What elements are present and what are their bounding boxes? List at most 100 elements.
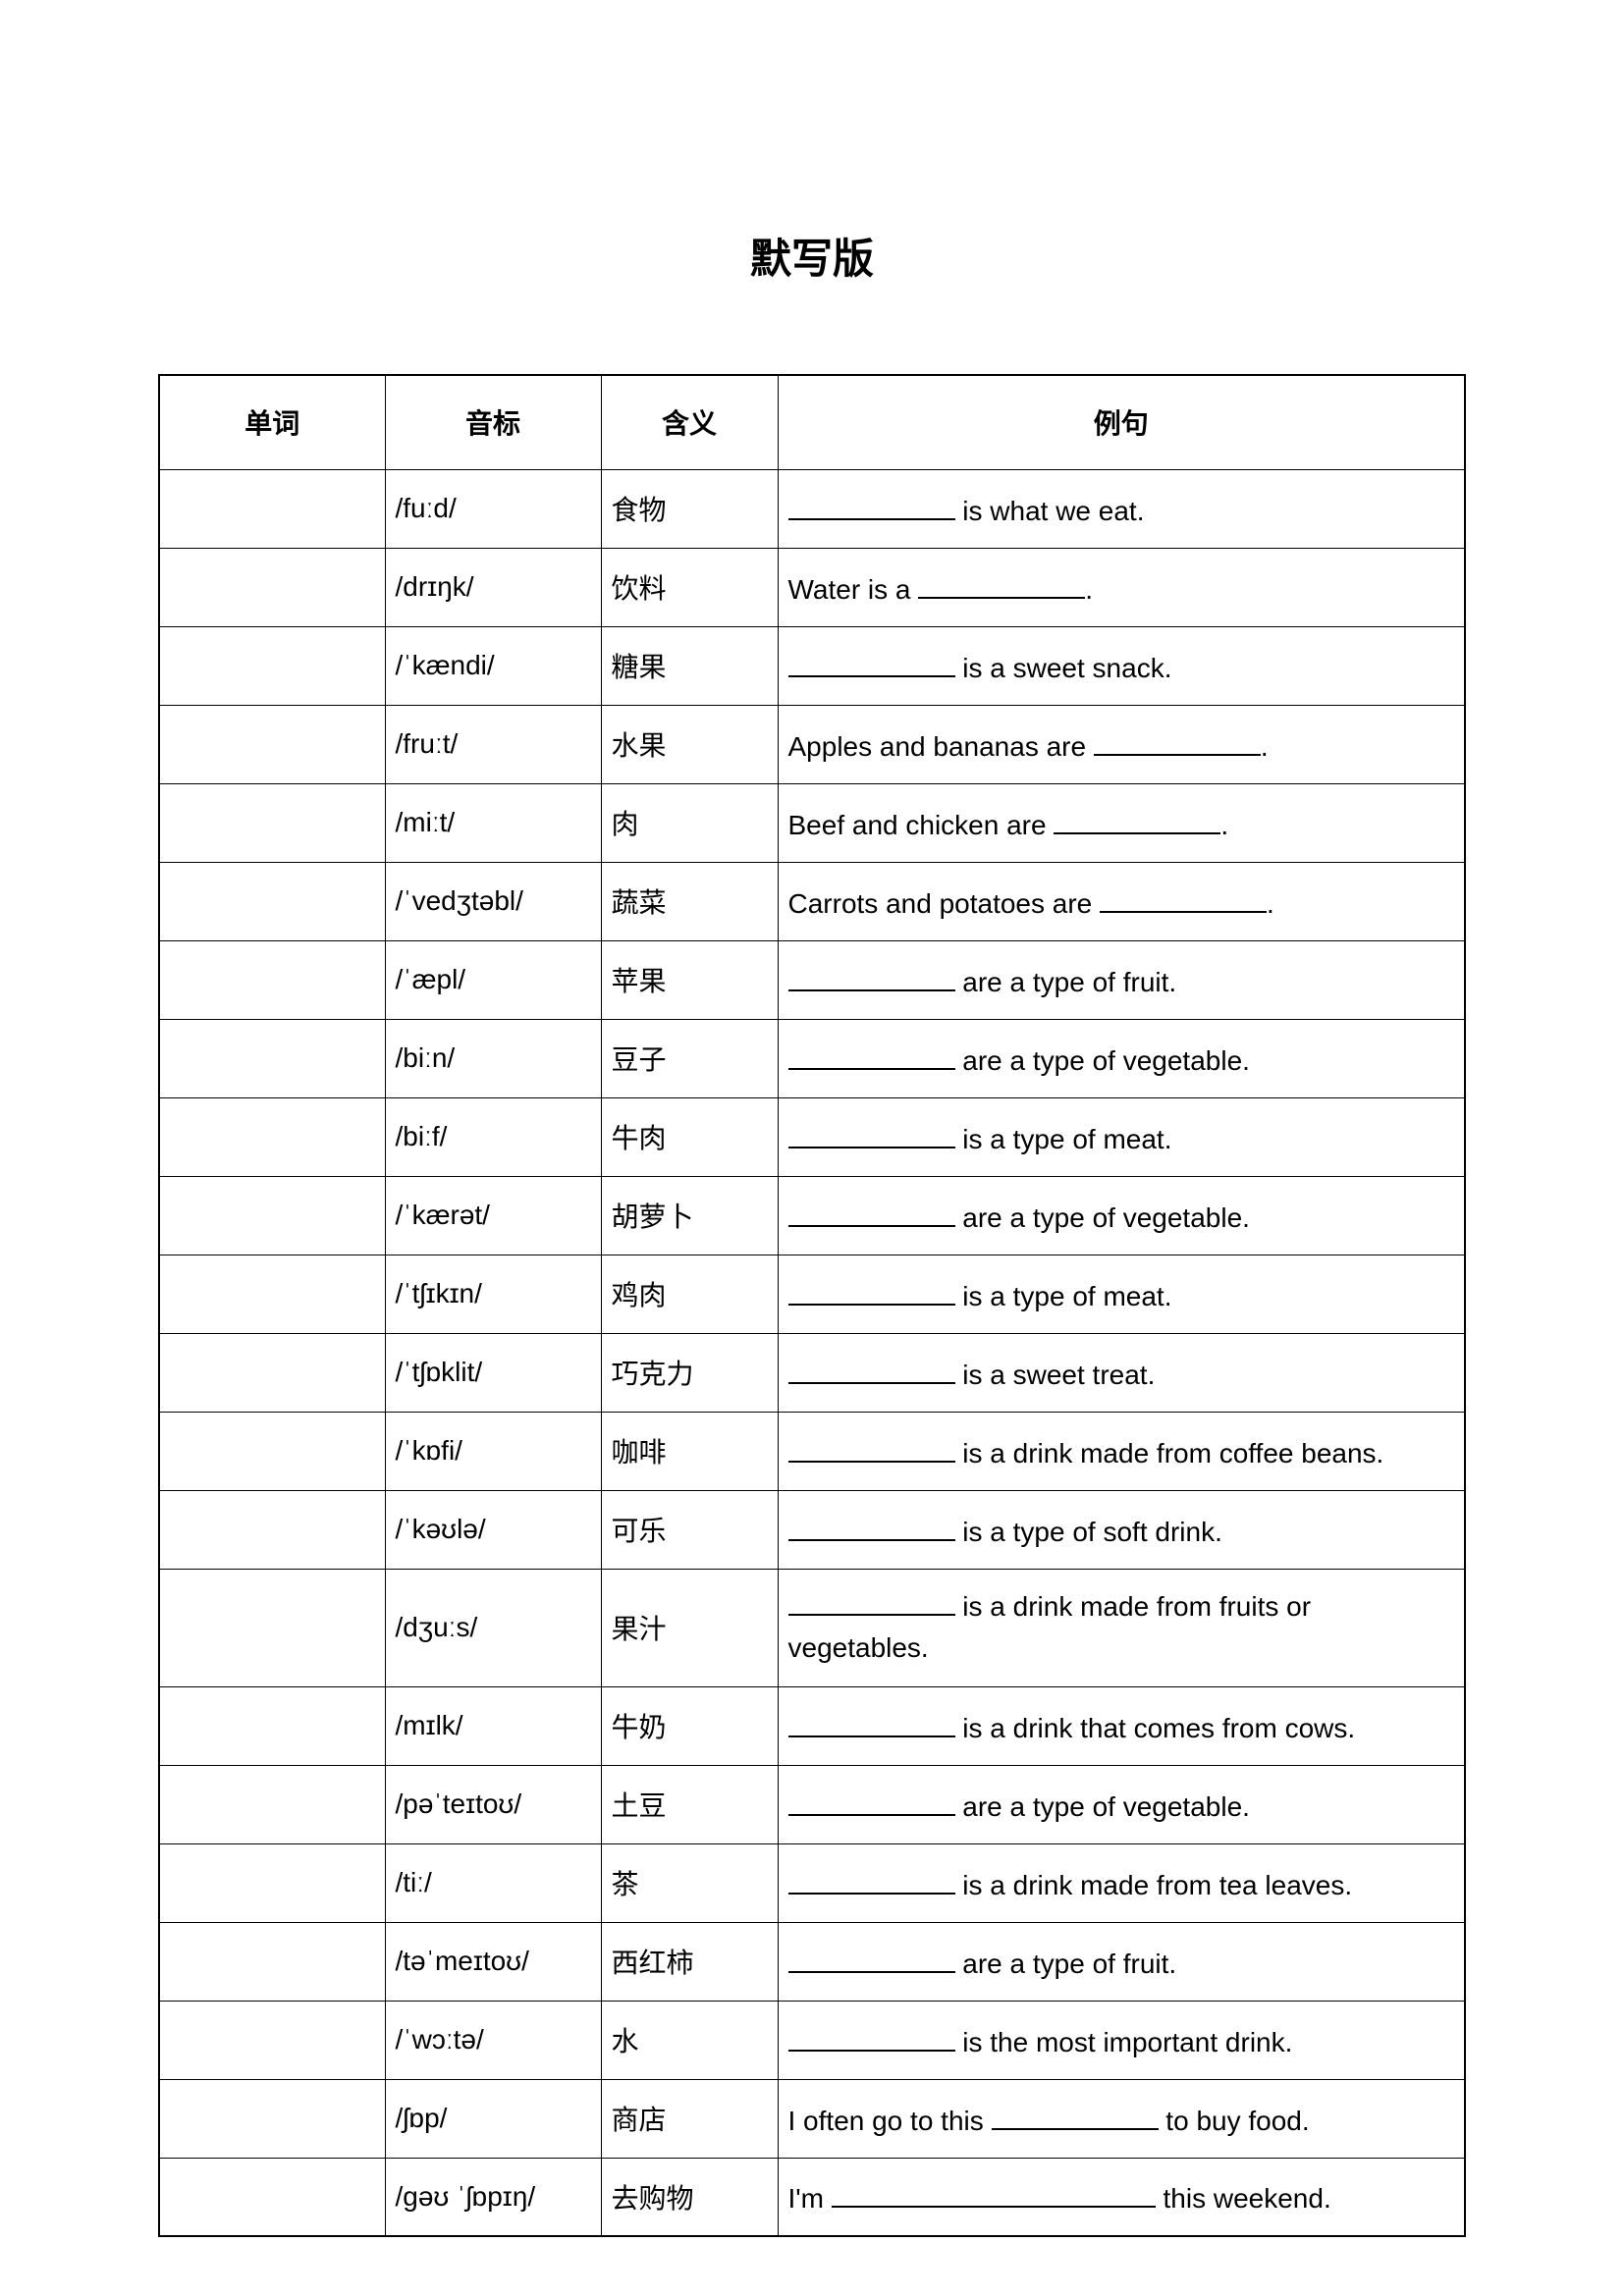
fill-blank	[788, 1041, 955, 1070]
table-row: /fuːd/食物 is what we eat.	[159, 469, 1465, 548]
cell-phonetic: /fuːd/	[385, 469, 601, 548]
cell-meaning: 牛肉	[601, 1097, 778, 1176]
cell-phonetic: /dʒuːs/	[385, 1569, 601, 1686]
fill-blank	[788, 962, 955, 991]
fill-blank	[992, 2101, 1159, 2130]
fill-blank	[788, 1433, 955, 1463]
cell-phonetic: /tiː/	[385, 1843, 601, 1922]
cell-sentence: is a type of meat.	[778, 1255, 1465, 1333]
cell-word	[159, 1765, 385, 1843]
cell-sentence: Beef and chicken are .	[778, 783, 1465, 862]
fill-blank	[1054, 805, 1220, 834]
cell-word	[159, 469, 385, 548]
fill-blank	[788, 1586, 955, 1616]
cell-phonetic: /gəʊ ˈʃɒpɪŋ/	[385, 2158, 601, 2236]
cell-phonetic: /ʃɒp/	[385, 2079, 601, 2158]
cell-meaning: 巧克力	[601, 1333, 778, 1412]
fill-blank	[788, 1198, 955, 1227]
cell-phonetic: /ˈkɒfi/	[385, 1412, 601, 1490]
cell-sentence: Apples and bananas are .	[778, 705, 1465, 783]
cell-word	[159, 1569, 385, 1686]
table-row: /drɪŋk/饮料Water is a .	[159, 548, 1465, 626]
cell-phonetic: /ˈæpl/	[385, 940, 601, 1019]
cell-sentence: is a drink made from tea leaves.	[778, 1843, 1465, 1922]
cell-word	[159, 2158, 385, 2236]
cell-phonetic: /pəˈteɪtoʊ/	[385, 1765, 601, 1843]
table-row: /ˈkændi/糖果 is a sweet snack.	[159, 626, 1465, 705]
table-row: /biːn/豆子 are a type of vegetable.	[159, 1019, 1465, 1097]
cell-meaning: 水果	[601, 705, 778, 783]
cell-sentence: is a sweet treat.	[778, 1333, 1465, 1412]
cell-sentence: are a type of vegetable.	[778, 1019, 1465, 1097]
fill-blank	[1094, 726, 1261, 756]
cell-meaning: 豆子	[601, 1019, 778, 1097]
col-header-meaning: 含义	[601, 375, 778, 469]
cell-phonetic: /ˈtʃɪkɪn/	[385, 1255, 601, 1333]
col-header-sentence: 例句	[778, 375, 1465, 469]
page: 默写版 单词 音标 含义 例句 /fuːd/食物 is what we eat.…	[0, 0, 1624, 2296]
fill-blank	[788, 1944, 955, 1973]
cell-word	[159, 2001, 385, 2079]
cell-sentence: is a drink made from coffee beans.	[778, 1412, 1465, 1490]
cell-sentence: is a sweet snack.	[778, 626, 1465, 705]
table-row: /dʒuːs/果汁 is a drink made from fruits or…	[159, 1569, 1465, 1686]
cell-word	[159, 1333, 385, 1412]
cell-sentence: Carrots and potatoes are .	[778, 862, 1465, 940]
cell-phonetic: /biːn/	[385, 1019, 601, 1097]
cell-sentence: is a type of meat.	[778, 1097, 1465, 1176]
header-row: 单词 音标 含义 例句	[159, 375, 1465, 469]
fill-blank	[788, 491, 955, 520]
cell-phonetic: /biːf/	[385, 1097, 601, 1176]
cell-word	[159, 626, 385, 705]
cell-meaning: 去购物	[601, 2158, 778, 2236]
cell-meaning: 牛奶	[601, 1686, 778, 1765]
cell-meaning: 鸡肉	[601, 1255, 778, 1333]
cell-word	[159, 1019, 385, 1097]
fill-blank	[788, 1276, 955, 1306]
fill-blank	[788, 1119, 955, 1148]
cell-meaning: 胡萝卜	[601, 1176, 778, 1255]
cell-phonetic: /mɪlk/	[385, 1686, 601, 1765]
cell-word	[159, 1686, 385, 1765]
cell-meaning: 食物	[601, 469, 778, 548]
table-row: /ˈwɔːtə/水 is the most important drink.	[159, 2001, 1465, 2079]
cell-sentence: is a type of soft drink.	[778, 1490, 1465, 1569]
cell-phonetic: /miːt/	[385, 783, 601, 862]
table-row: /ˈkærət/胡萝卜 are a type of vegetable.	[159, 1176, 1465, 1255]
cell-word	[159, 1255, 385, 1333]
table-row: /ˈkɒfi/咖啡 is a drink made from coffee be…	[159, 1412, 1465, 1490]
fill-blank	[1100, 883, 1267, 913]
table-row: /pəˈteɪtoʊ/土豆 are a type of vegetable.	[159, 1765, 1465, 1843]
cell-phonetic: /drɪŋk/	[385, 548, 601, 626]
cell-word	[159, 862, 385, 940]
cell-meaning: 商店	[601, 2079, 778, 2158]
cell-meaning: 土豆	[601, 1765, 778, 1843]
cell-phonetic: /ˈwɔːtə/	[385, 2001, 601, 2079]
cell-phonetic: /ˈkærət/	[385, 1176, 601, 1255]
cell-phonetic: /ˈkændi/	[385, 626, 601, 705]
cell-sentence: is a drink made from fruits or vegetable…	[778, 1569, 1465, 1686]
table-row: /ʃɒp/商店I often go to this to buy food.	[159, 2079, 1465, 2158]
cell-meaning: 茶	[601, 1843, 778, 1922]
fill-blank	[918, 569, 1085, 599]
cell-sentence: is what we eat.	[778, 469, 1465, 548]
cell-meaning: 西红柿	[601, 1922, 778, 2001]
table-row: /ˈtʃɪkɪn/鸡肉 is a type of meat.	[159, 1255, 1465, 1333]
cell-word	[159, 1097, 385, 1176]
table-body: /fuːd/食物 is what we eat./drɪŋk/饮料Water i…	[159, 469, 1465, 2236]
cell-word	[159, 783, 385, 862]
cell-phonetic: /fruːt/	[385, 705, 601, 783]
cell-sentence: Water is a .	[778, 548, 1465, 626]
table-row: /ˈtʃɒklit/巧克力 is a sweet treat.	[159, 1333, 1465, 1412]
cell-meaning: 咖啡	[601, 1412, 778, 1490]
fill-blank	[788, 1355, 955, 1384]
table-row: /ˈæpl/苹果 are a type of fruit.	[159, 940, 1465, 1019]
cell-meaning: 蔬菜	[601, 862, 778, 940]
table-row: /biːf/牛肉 is a type of meat.	[159, 1097, 1465, 1176]
cell-meaning: 饮料	[601, 548, 778, 626]
cell-sentence: I'm this weekend.	[778, 2158, 1465, 2236]
cell-word	[159, 1490, 385, 1569]
cell-word	[159, 1922, 385, 2001]
table-row: /miːt/肉Beef and chicken are .	[159, 783, 1465, 862]
table-row: /ˈkəʊlə/可乐 is a type of soft drink.	[159, 1490, 1465, 1569]
